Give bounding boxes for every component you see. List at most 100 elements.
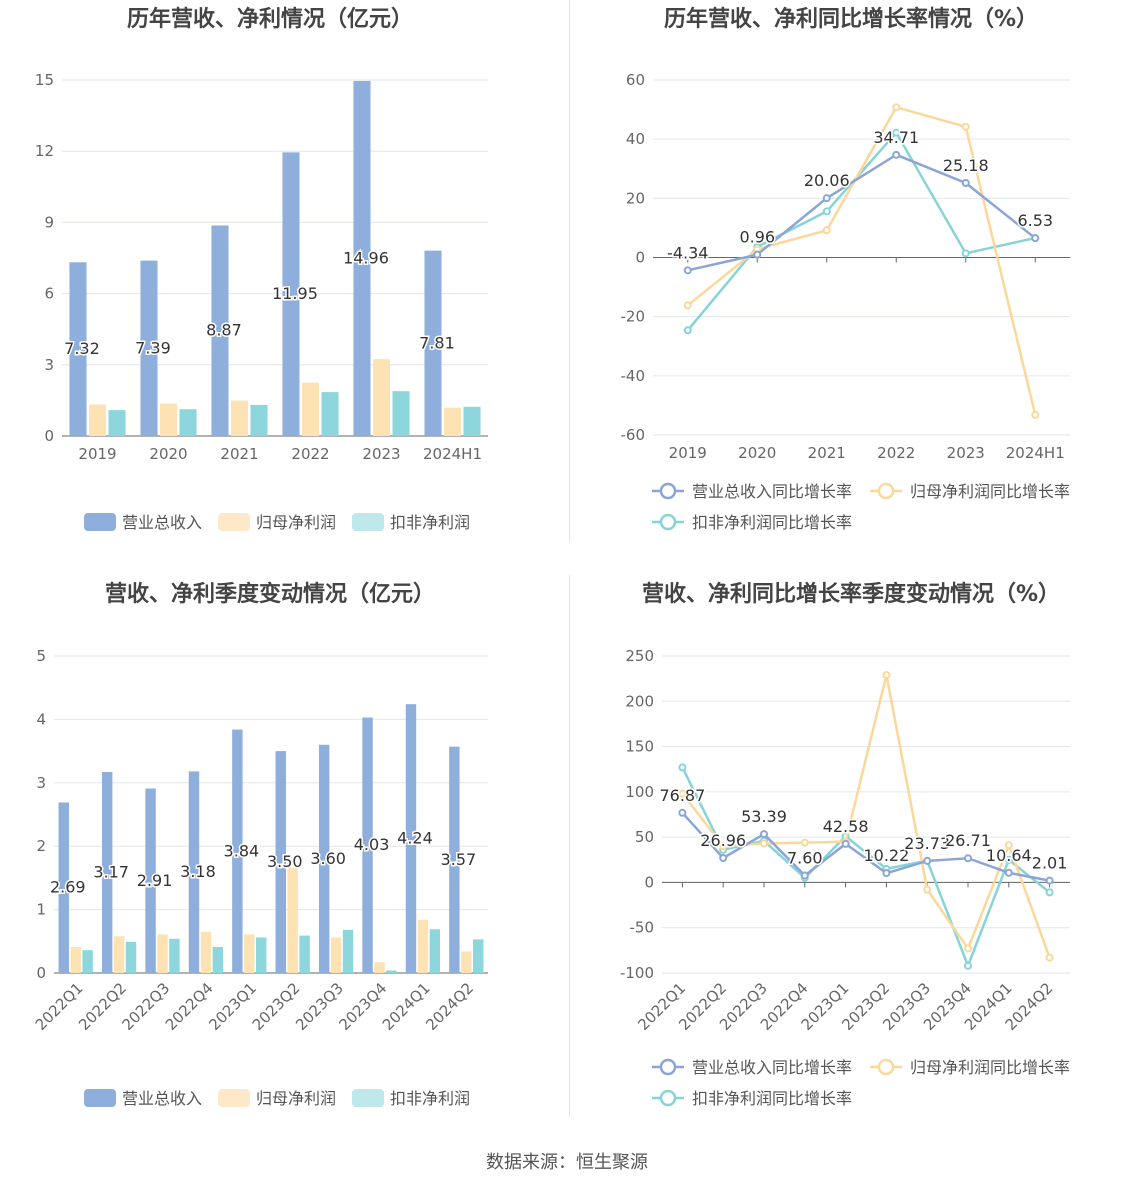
data-label: 53.39 xyxy=(741,807,787,826)
point-0 xyxy=(1045,876,1054,885)
bar-2 xyxy=(256,937,267,973)
x-tick-label: 2021 xyxy=(220,445,258,463)
bar-0 xyxy=(211,225,229,436)
y-tick-label: 1 xyxy=(36,901,46,919)
bar-0 xyxy=(58,802,69,973)
x-tick-label: 2021 xyxy=(808,444,846,462)
point-0 xyxy=(841,839,850,848)
point-0 xyxy=(760,830,768,839)
bar-1 xyxy=(461,951,472,973)
legend-swatch xyxy=(352,1089,384,1107)
bar-2 xyxy=(463,406,481,436)
data-label: 3.17 xyxy=(93,863,129,882)
bar-1 xyxy=(200,931,212,973)
x-tick-label: 2024Q2 xyxy=(422,979,477,1034)
x-tick-label: 2024H1 xyxy=(423,445,482,463)
point-2 xyxy=(1004,855,1013,864)
bar-2 xyxy=(299,935,310,973)
data-label: 42.58 xyxy=(823,817,869,836)
legend-marker xyxy=(877,1058,895,1076)
bar-2 xyxy=(342,929,354,973)
bar-0 xyxy=(353,80,371,436)
data-label: 8.87 xyxy=(206,321,242,340)
bar-2 xyxy=(108,410,126,436)
data-label: 2.69 xyxy=(50,878,86,897)
data-label: 2.91 xyxy=(137,871,173,890)
bar-2 xyxy=(250,404,268,436)
point-1 xyxy=(760,839,768,848)
point-1 xyxy=(892,103,901,112)
bar-2 xyxy=(82,950,93,973)
point-0 xyxy=(678,808,687,817)
y-tick-label: 12 xyxy=(35,142,54,160)
y-tick-label: -20 xyxy=(621,308,646,326)
data-label: 7.60 xyxy=(787,849,823,868)
bar-2 xyxy=(212,947,224,973)
legend-label: 扣非净利润同比增长率 xyxy=(692,513,852,532)
legend-label: 扣非净利润同比增长率 xyxy=(692,1089,852,1108)
legend-swatch xyxy=(352,513,384,531)
bar-1 xyxy=(70,947,81,973)
x-tick-label: 2020 xyxy=(149,445,187,463)
bar-1 xyxy=(159,403,178,436)
data-label: 7.39 xyxy=(135,338,171,357)
legend-marker xyxy=(659,482,677,500)
data-label: -4.34 xyxy=(667,243,708,262)
chart-title: 营收、净利同比增长率季度变动情况（%） xyxy=(642,581,1060,607)
y-tick-label: 0 xyxy=(36,964,46,982)
legend-swatch xyxy=(218,513,250,531)
bar-2 xyxy=(473,939,484,973)
y-tick-label: 0 xyxy=(635,249,645,267)
data-label: 2.01 xyxy=(1032,854,1068,873)
data-label: 4.03 xyxy=(354,835,390,854)
bar-2 xyxy=(179,409,197,436)
point-1 xyxy=(1004,841,1013,850)
legend-label: 营业总收入 xyxy=(122,1089,202,1108)
point-0 xyxy=(961,179,970,188)
bar-0 xyxy=(232,729,243,973)
legend-marker xyxy=(877,482,895,500)
bar-1 xyxy=(230,400,249,436)
data-label: 4.24 xyxy=(397,829,433,848)
bar-1 xyxy=(244,934,255,973)
bar-0 xyxy=(424,250,442,436)
bar-1 xyxy=(443,407,462,436)
y-tick-label: 3 xyxy=(44,356,54,374)
y-tick-label: 50 xyxy=(635,828,654,846)
annual-growth-rate-chart: 历年营收、净利同比增长率情况（%） -60 -40 -20 0 20 40 60 2019 202… xyxy=(621,6,1071,532)
point-1 xyxy=(800,838,809,847)
bar-1 xyxy=(301,382,320,436)
y-tick-label: 20 xyxy=(626,189,645,207)
bar-1 xyxy=(113,936,125,973)
point-1 xyxy=(719,842,728,851)
legend-label: 归母净利润同比增长率 xyxy=(910,482,1070,501)
point-1 xyxy=(683,301,692,310)
data-label: 3.60 xyxy=(310,849,346,868)
bar-2 xyxy=(321,392,339,436)
bar-0 xyxy=(275,751,286,973)
point-0 xyxy=(1031,234,1040,243)
bar-2 xyxy=(429,929,441,973)
y-tick-label: 0 xyxy=(44,427,54,445)
y-tick-label: 2 xyxy=(36,837,46,855)
legend-label: 营业总收入 xyxy=(122,513,202,532)
quarterly-revenue-profit-chart: 营收、净利季度变动情况（亿元）0123452022Q12022Q22022Q32… xyxy=(32,581,488,1108)
data-source-label: 数据来源：恒生聚源 xyxy=(486,1152,648,1173)
y-tick-label: -100 xyxy=(620,964,654,982)
legend-swatch xyxy=(218,1089,250,1107)
chart-title: 历年营收、净利情况（亿元） xyxy=(127,6,413,32)
data-label: 26.96 xyxy=(700,831,746,850)
series-line-1 xyxy=(686,105,1037,416)
bar-0 xyxy=(449,746,460,973)
y-tick-label: 100 xyxy=(625,783,654,801)
legend-label: 扣非净利润 xyxy=(390,1089,470,1108)
y-tick-label: 200 xyxy=(625,692,654,710)
point-0 xyxy=(719,854,728,863)
point-2 xyxy=(683,326,692,335)
series-line-0 xyxy=(687,153,1037,272)
y-tick-label: -50 xyxy=(630,919,655,937)
bar-2 xyxy=(386,970,397,973)
bar-1 xyxy=(287,867,298,973)
y-tick-label: -40 xyxy=(621,367,646,385)
legend-label: 归母净利润同比增长率 xyxy=(910,1058,1070,1077)
